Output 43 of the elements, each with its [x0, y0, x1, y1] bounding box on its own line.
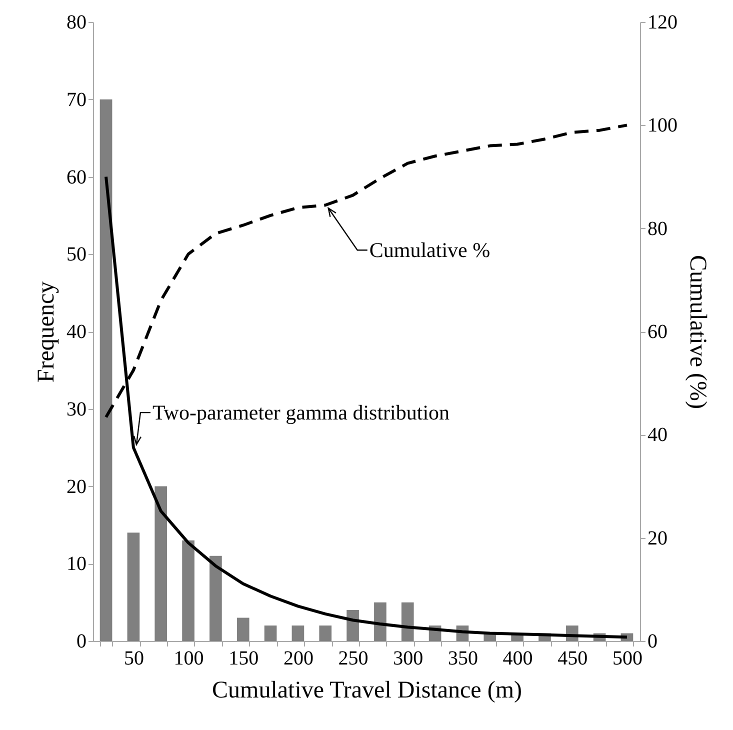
y-tick-label: 80: [66, 12, 86, 34]
bar: [319, 626, 332, 641]
bar: [292, 626, 304, 641]
y-tick-label: 70: [66, 88, 86, 111]
bar: [346, 610, 359, 641]
bar: [127, 532, 140, 641]
y-tick-label: 0: [76, 630, 86, 652]
bar: [264, 626, 277, 641]
x-tick-label: 500: [612, 648, 642, 670]
x-tick-label: 350: [448, 648, 478, 670]
bar: [154, 486, 168, 641]
x-tick-label: 400: [502, 648, 533, 670]
y-tick-label: 60: [66, 166, 86, 188]
y-tick-label: 50: [66, 244, 86, 266]
series-label: Two-parameter gamma distribution: [152, 400, 450, 425]
y2-tick-label: 120: [648, 12, 678, 34]
y-tick-label: 30: [66, 398, 86, 420]
y-tick-label: 20: [66, 476, 86, 498]
x-tick-label: 300: [393, 648, 424, 670]
y2-tick-label: 80: [648, 218, 668, 240]
y2-tick-label: 100: [648, 114, 678, 137]
x-tick-label: 200: [283, 648, 314, 670]
x-tick-label: 50: [124, 648, 144, 670]
bar: [182, 540, 194, 641]
x-tick-label: 100: [174, 648, 204, 670]
x-tick-label: 450: [558, 648, 588, 670]
y2-tick-label: 60: [648, 321, 668, 343]
bar: [374, 602, 386, 641]
y2-axis-title: Cumulative (%): [684, 255, 710, 409]
bar: [401, 602, 414, 641]
y-tick-label: 40: [66, 321, 86, 343]
x-tick-label: 150: [228, 648, 259, 670]
y2-tick-label: 40: [648, 424, 668, 446]
y-tick-label: 10: [66, 553, 86, 576]
x-tick-label: 250: [338, 648, 368, 670]
y2-tick-label: 0: [648, 630, 658, 652]
bar: [210, 556, 222, 641]
y-axis-title: Frequency: [34, 281, 60, 383]
y2-tick-label: 20: [648, 527, 668, 550]
x-axis-title: Cumulative Travel Distance (m): [212, 678, 522, 704]
bar: [100, 99, 112, 641]
bar: [236, 618, 250, 641]
text: Cumulative %: [369, 238, 490, 262]
